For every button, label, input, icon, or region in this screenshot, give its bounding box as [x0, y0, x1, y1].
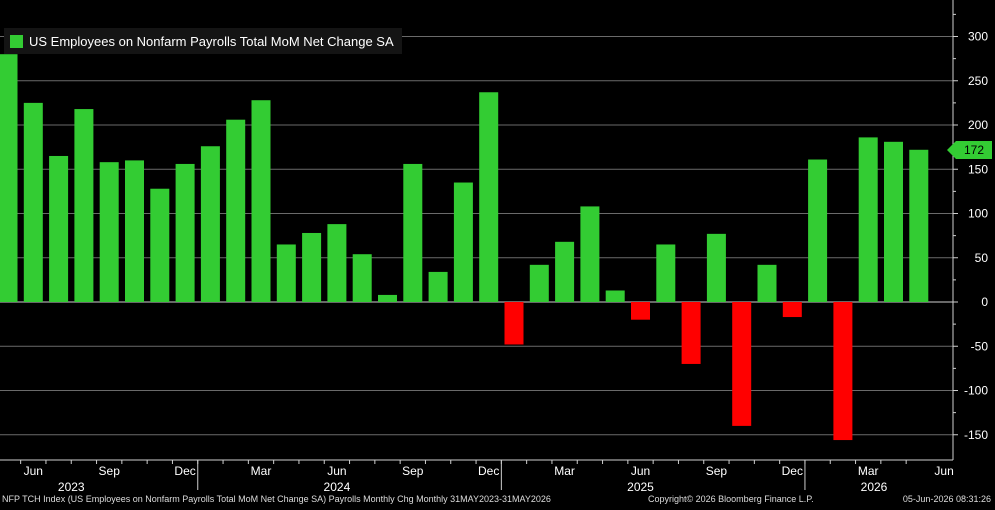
x-tick-label: Dec: [174, 464, 195, 478]
bar: [605, 290, 625, 302]
bar: [504, 302, 524, 345]
bar: [453, 182, 473, 302]
bar: [276, 244, 296, 302]
bar: [479, 92, 499, 302]
bar: [352, 254, 372, 302]
bar: [909, 149, 929, 302]
y-tick-label: -50: [971, 339, 989, 353]
y-axis: 300 250 200 150 100 50 0 -50 -100 -150: [952, 0, 989, 460]
bar: [782, 302, 802, 318]
x-tick-label: Jun: [631, 464, 650, 478]
x-tick-label: Mar: [858, 464, 879, 478]
x-year-label: 2023: [58, 480, 85, 494]
bar: [580, 206, 600, 302]
x-axis: Jun Sep Dec Mar Jun Sep Dec Mar Jun Sep Dec Mar Jun 2…: [0, 459, 954, 494]
bar: [555, 241, 575, 302]
x-tick-label: Jun: [24, 464, 43, 478]
bar: [226, 119, 246, 302]
x-tick-label: Mar: [251, 464, 272, 478]
bar: [884, 141, 903, 302]
x-tick-label: Sep: [706, 464, 728, 478]
chart-legend: US Employees on Nonfarm Payrolls Total M…: [4, 28, 402, 54]
bar: [403, 163, 423, 302]
bar: [251, 100, 271, 302]
bar: [808, 159, 828, 302]
bar: [327, 224, 347, 302]
x-tick-label: Dec: [478, 464, 499, 478]
bar: [428, 271, 448, 302]
x-tick-label: Mar: [554, 464, 575, 478]
bar: [858, 137, 878, 302]
bar: [529, 264, 549, 302]
last-value-marker: 172: [947, 141, 992, 159]
bar: [833, 302, 853, 441]
bar: [757, 264, 777, 302]
legend-label: US Employees on Nonfarm Payrolls Total M…: [29, 33, 394, 49]
x-tick-label: Dec: [782, 464, 803, 478]
bar: [49, 155, 69, 302]
x-year-label: 2025: [627, 480, 654, 494]
x-year-label: 2024: [324, 480, 351, 494]
footer-copyright: Copyright© 2026 Bloomberg Finance L.P.: [648, 494, 814, 504]
bar: [0, 54, 18, 303]
bar: [681, 302, 701, 364]
bar: [125, 160, 144, 302]
bar: [732, 302, 752, 426]
bar: [378, 294, 397, 302]
bar: [150, 188, 170, 302]
y-tick-label: -100: [964, 384, 988, 398]
y-tick-label: 300: [968, 30, 988, 44]
bar: [706, 233, 726, 302]
bar: [175, 163, 195, 302]
bar: [99, 162, 119, 302]
y-tick-label: 150: [968, 162, 988, 176]
x-tick-label: Sep: [402, 464, 424, 478]
footer-description: NFP TCH Index (US Employees on Nonfarm P…: [2, 494, 551, 504]
bar: [200, 146, 220, 302]
x-tick-label: Jun: [327, 464, 346, 478]
y-tick-label: 200: [968, 118, 988, 132]
x-year-label: 2026: [861, 480, 888, 494]
bar: [74, 109, 94, 302]
y-tick-label: -150: [964, 428, 988, 442]
x-tick-label: Sep: [99, 464, 121, 478]
y-tick-label: 250: [968, 74, 988, 88]
bar: [631, 302, 650, 320]
y-tick-label: 0: [981, 295, 988, 309]
bar: [302, 232, 322, 302]
x-tick-label: Jun: [934, 464, 953, 478]
footer-timestamp: 05-Jun-2026 08:31:26: [902, 494, 991, 504]
bar: [656, 244, 676, 302]
y-tick-label: 100: [968, 207, 988, 221]
bar-series: [0, 54, 929, 441]
legend-swatch: [10, 34, 23, 48]
y-tick-label: 50: [975, 251, 989, 265]
bar: [23, 102, 43, 302]
